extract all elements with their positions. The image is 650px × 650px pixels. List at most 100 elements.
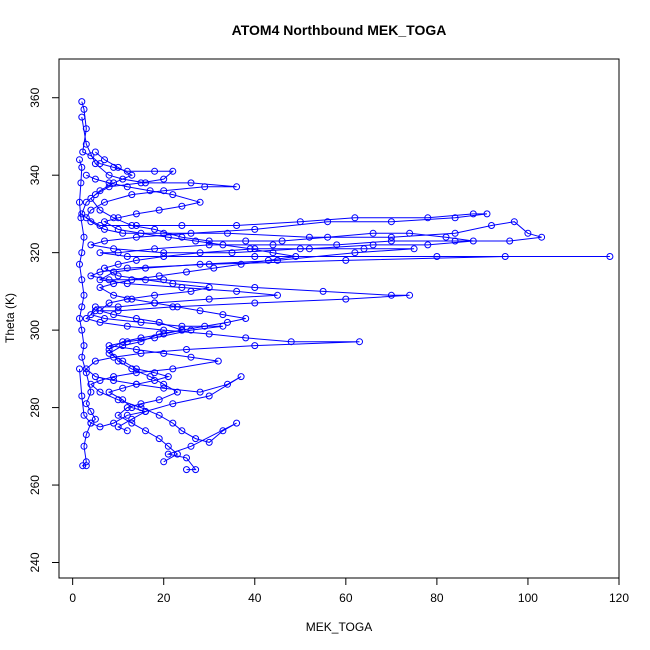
data-point <box>105 276 113 284</box>
data-point <box>142 264 149 272</box>
data-point <box>110 419 118 427</box>
data-point <box>82 214 90 222</box>
data-point <box>78 163 86 171</box>
data-point <box>105 342 113 350</box>
data-point <box>77 179 85 187</box>
data-point <box>219 427 227 435</box>
data-point <box>105 171 113 179</box>
data-point <box>128 222 136 229</box>
data-point <box>205 330 213 338</box>
data-point <box>160 187 168 195</box>
data-point <box>87 419 95 427</box>
x-tick-label: 20 <box>157 591 171 605</box>
data-point <box>178 427 186 435</box>
data-point <box>114 249 122 257</box>
data-point <box>119 338 127 346</box>
data-point <box>424 241 432 249</box>
data-point <box>205 295 213 303</box>
y-tick-label: 340 <box>28 165 42 185</box>
data-point <box>164 233 172 241</box>
data-point <box>96 206 104 214</box>
data-point <box>114 423 122 431</box>
series-layer <box>76 98 614 474</box>
data-point <box>142 427 149 435</box>
data-point <box>155 272 163 280</box>
data-point <box>96 160 104 168</box>
data-point <box>96 222 104 229</box>
data-point <box>110 291 118 299</box>
data-point <box>78 353 86 361</box>
y-tick-label: 260 <box>28 475 42 495</box>
data-point <box>169 400 177 408</box>
data-point <box>173 450 181 458</box>
series-line <box>81 101 610 467</box>
data-point <box>251 342 259 350</box>
data-point <box>178 202 186 210</box>
y-tick-label: 300 <box>28 320 42 340</box>
data-point <box>91 415 99 423</box>
x-tick-label: 80 <box>430 591 444 605</box>
data-point <box>87 388 95 396</box>
data-point <box>169 365 177 373</box>
data-point <box>469 210 477 218</box>
data-point <box>137 334 145 342</box>
data-point <box>187 326 195 334</box>
data-point <box>123 322 131 330</box>
data-point <box>406 229 414 237</box>
data-point <box>196 260 204 268</box>
data-point <box>183 346 190 353</box>
data-point <box>342 295 350 303</box>
data-point <box>114 163 122 171</box>
data-point <box>76 198 83 206</box>
data-point <box>224 318 231 326</box>
data-point <box>251 253 259 260</box>
data-point <box>242 237 250 245</box>
data-point <box>105 179 113 187</box>
data-point <box>119 357 127 365</box>
data-point <box>324 233 332 241</box>
data-point <box>151 225 159 233</box>
data-point <box>169 167 177 175</box>
data-point <box>76 156 83 164</box>
data-point <box>96 307 104 315</box>
data-point <box>101 237 108 245</box>
data-point <box>142 276 149 284</box>
data-point <box>128 295 136 303</box>
data-point <box>160 458 168 466</box>
data-point <box>80 342 88 350</box>
data-point <box>269 249 277 257</box>
data-point <box>178 322 186 330</box>
data-point <box>187 179 195 187</box>
data-point <box>91 373 99 381</box>
data-point <box>101 264 108 272</box>
x-tick-label: 120 <box>609 591 629 605</box>
data-point <box>101 156 108 164</box>
data-point <box>128 171 136 179</box>
data-point <box>224 229 231 237</box>
data-point <box>91 303 99 311</box>
plot-frame <box>58 58 620 579</box>
data-point <box>82 171 90 179</box>
x-tick-label: 100 <box>518 591 538 605</box>
data-point <box>192 466 200 474</box>
x-axis-label: MEK_TOGA <box>306 620 372 634</box>
data-point <box>342 256 350 264</box>
data-point <box>79 148 87 156</box>
data-point <box>424 214 432 222</box>
data-point <box>119 396 127 404</box>
data-point <box>96 388 104 396</box>
data-point <box>356 338 363 346</box>
data-point <box>82 140 90 148</box>
data-point <box>132 233 140 241</box>
chart-title: ATOM4 Northbound MEK_TOGA <box>232 22 447 38</box>
data-point <box>105 346 113 353</box>
data-point <box>183 466 190 474</box>
data-point <box>387 291 395 299</box>
data-point <box>387 218 395 226</box>
data-point <box>132 315 140 322</box>
data-point <box>160 253 168 260</box>
data-point <box>87 152 95 160</box>
data-point <box>87 380 95 388</box>
data-point <box>183 454 190 462</box>
